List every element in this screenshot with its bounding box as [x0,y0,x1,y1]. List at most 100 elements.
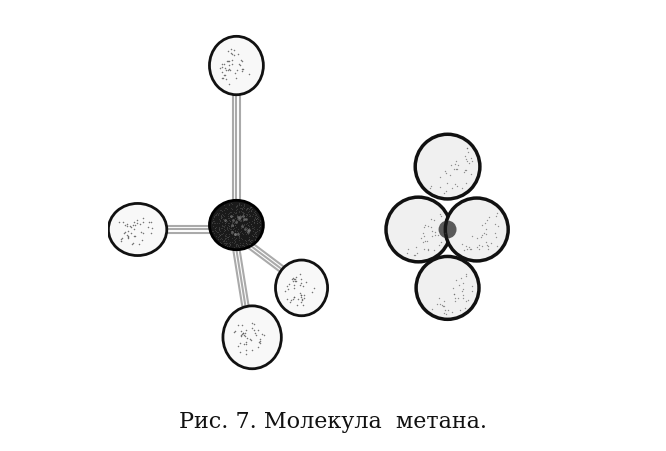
Ellipse shape [210,37,263,96]
Point [459,170,470,177]
Point [448,285,458,292]
Point [220,205,231,212]
Point [435,301,446,308]
Point [220,216,231,224]
Point [221,58,232,65]
Point [249,217,260,224]
Point [232,230,242,237]
Point [237,224,248,231]
Point [423,246,434,253]
Point [234,62,244,69]
Point [442,180,452,187]
Point [208,223,218,230]
Point [410,252,420,259]
Point [209,230,220,237]
Point [245,238,256,245]
Point [234,214,245,221]
Point [464,244,474,251]
Point [214,65,225,73]
Point [243,235,254,243]
Point [244,336,255,343]
Point [257,331,268,338]
Point [233,234,244,241]
Point [219,202,230,210]
Point [210,228,221,235]
Point [213,225,224,232]
Point [254,216,265,224]
Point [237,204,248,211]
Point [220,205,230,212]
Point [227,217,238,224]
Point [466,155,476,162]
Point [216,61,227,69]
Point [230,217,241,224]
Point [224,217,234,225]
Point [238,332,249,339]
Point [217,223,228,230]
Point [296,294,306,301]
Point [234,200,244,207]
Point [234,229,245,236]
Point [238,211,248,218]
Point [230,236,240,243]
Point [244,234,254,241]
Point [130,222,141,229]
Point [210,233,221,240]
Point [241,339,252,346]
Point [250,229,260,236]
Point [230,230,240,238]
Point [218,238,229,245]
Point [215,231,226,239]
Point [208,228,218,235]
Point [439,310,450,318]
Point [226,214,236,221]
Point [436,212,447,220]
Point [228,223,238,230]
Point [402,250,412,257]
Point [418,239,428,246]
Point [486,240,497,247]
Point [248,216,259,223]
Point [411,244,422,251]
Point [247,325,258,332]
Point [465,246,476,253]
Point [252,226,262,233]
Point [220,227,230,234]
Point [137,237,148,244]
Point [248,219,259,226]
Point [123,233,133,240]
Point [247,225,258,232]
Point [223,68,234,75]
Point [220,233,231,240]
Point [296,292,306,299]
Point [438,190,449,197]
Point [245,221,256,228]
Point [481,239,492,246]
Point [223,215,234,222]
Point [236,322,247,329]
Point [240,238,251,245]
Point [215,214,226,221]
Point [115,236,126,243]
Point [246,232,257,239]
Ellipse shape [223,306,281,369]
Point [254,218,264,226]
Point [472,244,483,251]
Point [216,211,227,218]
Point [450,181,460,188]
Point [224,218,235,225]
Point [449,291,460,298]
Point [246,237,257,244]
Point [248,320,259,327]
Point [244,237,254,244]
Point [288,296,298,304]
Point [460,167,471,175]
Point [458,247,469,254]
Point [211,230,222,237]
Point [215,207,226,214]
Point [228,208,239,216]
Point [242,225,252,232]
Point [229,239,240,247]
Point [238,217,248,225]
Point [254,223,265,230]
